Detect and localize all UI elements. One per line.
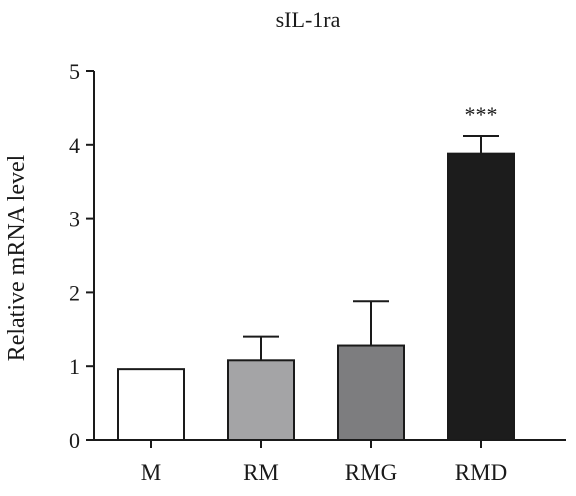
bar (227, 359, 295, 441)
y-tick-label: 0 (69, 428, 80, 453)
y-tick-label: 5 (69, 59, 80, 84)
y-tick-label: 2 (69, 280, 80, 305)
x-tick-label: RMG (345, 460, 397, 485)
bar (337, 344, 405, 442)
y-axis-label: Relative mRNA level (4, 154, 30, 361)
x-tick-label: RMD (455, 460, 507, 485)
bar (117, 368, 185, 442)
significance-label: *** (465, 102, 498, 127)
y-tick-label: 4 (69, 133, 80, 158)
x-tick-label: RM (243, 460, 279, 485)
y-tick-label: 3 (69, 207, 80, 232)
x-tick-label: M (141, 460, 161, 485)
bar (447, 152, 515, 441)
plot-area: 0 1 2 3 4 5 M RM RMG RMD *** (69, 59, 566, 485)
chart-title: sIL-1ra (276, 7, 341, 32)
y-tick-label: 1 (69, 354, 80, 379)
